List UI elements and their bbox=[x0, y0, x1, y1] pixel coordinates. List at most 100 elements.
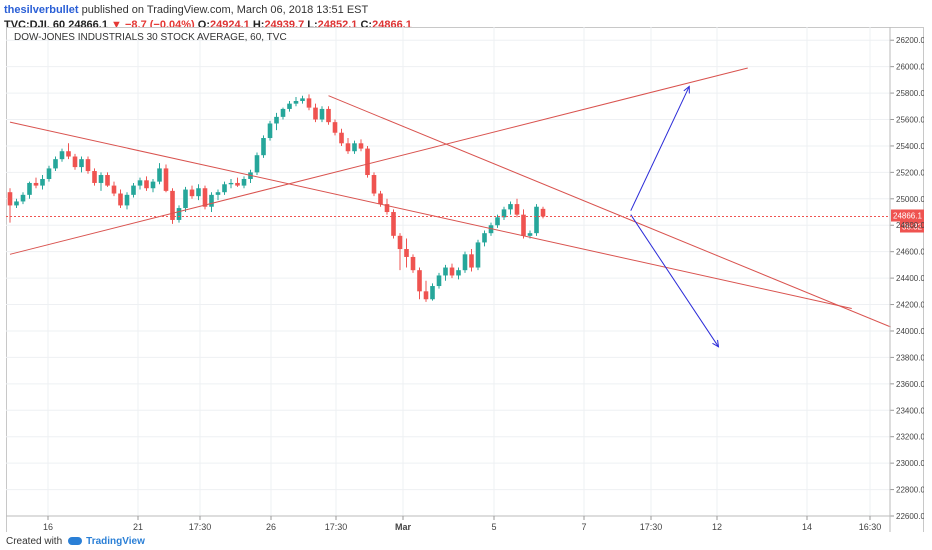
x-tick-label: 16 bbox=[43, 522, 53, 532]
candle-body bbox=[443, 267, 448, 276]
candle-body bbox=[352, 143, 357, 152]
forecast-arrow-line[interactable] bbox=[630, 214, 719, 348]
candle-body bbox=[391, 212, 396, 236]
candlestick-chart[interactable]: DOW-JONES INDUSTRIALS 30 STOCK AVERAGE, … bbox=[6, 27, 925, 537]
candle-body bbox=[241, 178, 247, 186]
candle-body bbox=[27, 182, 32, 195]
candle-body bbox=[482, 233, 487, 243]
price-axis[interactable]: 26200.0 26000.0 25800.0 25600.0 25400.0 25200… bbox=[889, 27, 925, 537]
tradingview-logo[interactable]: TradingView bbox=[68, 536, 145, 547]
y-tick-label: 26000.0 bbox=[896, 63, 924, 72]
candle-body bbox=[540, 208, 546, 217]
candle-body bbox=[313, 107, 318, 120]
down-arrow-icon: ▼ bbox=[111, 19, 122, 31]
y-tick-label: 24000.0 bbox=[896, 327, 924, 336]
y-tick-label: 23200.0 bbox=[896, 433, 924, 442]
x-tick-label: 17:30 bbox=[325, 522, 348, 532]
candle-body bbox=[189, 189, 195, 197]
forecast-arrow-line[interactable] bbox=[630, 86, 690, 211]
candle-body bbox=[339, 132, 344, 144]
candle-body bbox=[163, 168, 169, 191]
y-tick-label: 24400.0 bbox=[896, 274, 924, 283]
x-tick-label: Mar bbox=[395, 522, 412, 532]
y-tick-label: 22800.0 bbox=[896, 486, 924, 495]
x-tick-label: 14 bbox=[802, 522, 812, 532]
candle-body bbox=[46, 168, 52, 179]
trendline[interactable] bbox=[9, 121, 852, 309]
arrow-head-icon bbox=[712, 339, 720, 348]
candle-body bbox=[397, 235, 403, 250]
candle-body bbox=[365, 148, 370, 176]
last-price-line: 24866.1 38:32 bbox=[6, 209, 924, 233]
candle-body bbox=[150, 181, 156, 189]
candle-body bbox=[501, 209, 507, 218]
candle-body bbox=[508, 204, 513, 210]
candle-body bbox=[410, 256, 416, 271]
chart-title: DOW-JONES INDUSTRIALS 30 STOCK AVERAGE, … bbox=[14, 32, 287, 43]
candle-body bbox=[475, 242, 481, 268]
close-label: C: bbox=[360, 19, 373, 31]
brand-name: TradingView bbox=[86, 535, 145, 547]
countdown-tag-text: 38:32 bbox=[902, 223, 923, 232]
candle-body bbox=[124, 194, 130, 206]
last-price-tag bbox=[891, 209, 924, 222]
author-link[interactable]: thesilverbullet bbox=[4, 4, 79, 16]
candle-body bbox=[521, 214, 526, 236]
candle-body bbox=[98, 175, 104, 183]
candle-body bbox=[456, 270, 461, 276]
candle-body bbox=[235, 182, 240, 186]
candle-body bbox=[66, 151, 71, 157]
trendline[interactable] bbox=[9, 67, 748, 255]
candle-body bbox=[105, 175, 110, 186]
x-tick-label: 5 bbox=[491, 522, 496, 532]
candle-body bbox=[384, 204, 390, 213]
y-tick-label: 24800.0 bbox=[896, 221, 924, 230]
published-text: published on TradingView.com, March 06, … bbox=[81, 4, 369, 16]
candle-body bbox=[144, 180, 149, 189]
candle-body bbox=[449, 267, 455, 276]
candle-body bbox=[332, 122, 338, 133]
candle-body bbox=[33, 182, 39, 186]
candle-body bbox=[404, 249, 409, 257]
low-label: L: bbox=[307, 19, 318, 31]
x-tick-label: 16:30 bbox=[859, 522, 882, 532]
x-tick-label: 21 bbox=[133, 522, 143, 532]
candle-body bbox=[345, 143, 351, 152]
candle-body bbox=[488, 225, 494, 234]
candle-body bbox=[79, 159, 84, 168]
candles-layer bbox=[7, 94, 546, 302]
candle-body bbox=[222, 184, 227, 193]
candle-body bbox=[170, 190, 175, 220]
trendline[interactable] bbox=[328, 95, 891, 328]
candle-body bbox=[111, 185, 117, 194]
candle-body bbox=[92, 171, 97, 183]
candle-body bbox=[534, 206, 539, 234]
y-tick-label: 24200.0 bbox=[896, 301, 924, 310]
x-tick-label: 17:30 bbox=[189, 522, 212, 532]
last-price-tag-text: 24866.1 bbox=[893, 212, 922, 221]
candle-body bbox=[209, 194, 214, 207]
candle-body bbox=[137, 180, 143, 186]
trendlines-layer bbox=[9, 67, 891, 348]
candle-body bbox=[280, 108, 286, 117]
y-tick-label: 22600.0 bbox=[896, 512, 924, 521]
candle-body bbox=[378, 193, 383, 205]
y-tick-label: 23600.0 bbox=[896, 380, 924, 389]
grid-lines bbox=[6, 27, 890, 517]
y-tick-label: 26200.0 bbox=[896, 36, 924, 45]
x-tick-label: 12 bbox=[712, 522, 722, 532]
candle-body bbox=[527, 233, 533, 236]
candle-body bbox=[274, 116, 279, 124]
candle-body bbox=[254, 155, 260, 173]
candle-body bbox=[196, 188, 201, 197]
candle-body bbox=[7, 192, 13, 206]
chart-area[interactable]: DOW-JONES INDUSTRIALS 30 STOCK AVERAGE, … bbox=[6, 27, 925, 537]
cloud-icon bbox=[68, 537, 83, 545]
candle-body bbox=[417, 270, 422, 292]
candle-body bbox=[228, 182, 234, 185]
time-axis[interactable]: 16 21 17:30 26 17:30 Mar 5 7 17:30 12 14 16:30 bbox=[6, 515, 890, 532]
x-tick-label: 17:30 bbox=[640, 522, 663, 532]
candle-body bbox=[300, 98, 305, 102]
candle-body bbox=[267, 123, 273, 139]
candle-body bbox=[72, 156, 78, 168]
